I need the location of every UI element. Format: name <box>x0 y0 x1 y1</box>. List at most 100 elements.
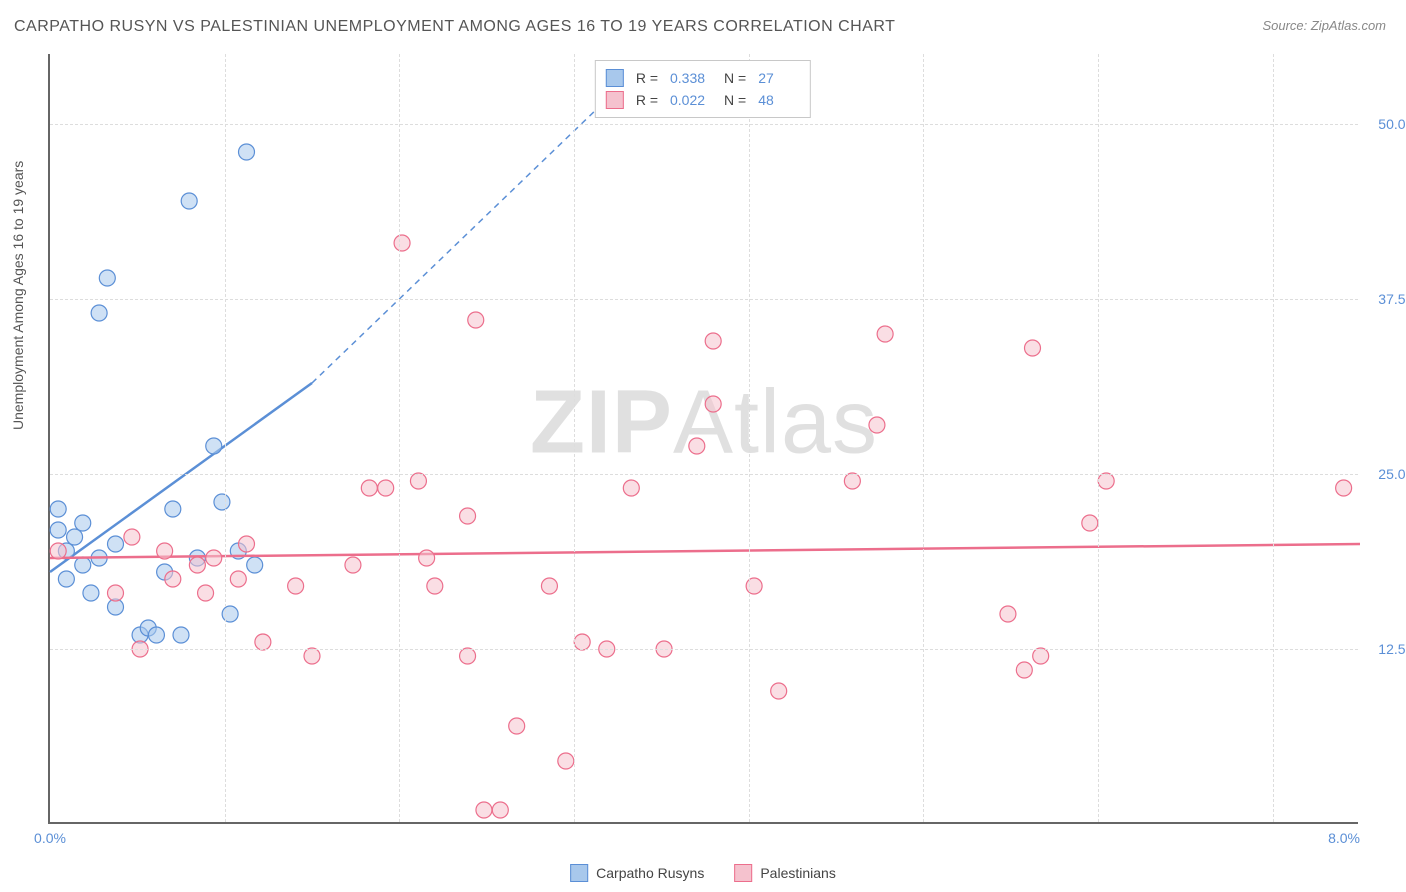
data-point <box>239 144 255 160</box>
y-tick-label: 25.0% <box>1363 466 1406 482</box>
data-point <box>378 480 394 496</box>
data-point <box>189 557 205 573</box>
data-point <box>468 312 484 328</box>
data-point <box>1336 480 1352 496</box>
data-point <box>124 529 140 545</box>
data-point <box>198 585 214 601</box>
legend-bottom-item: Carpatho Rusyns <box>570 864 704 882</box>
gridline-v <box>225 54 226 822</box>
legend-top-row: R = 0.338 N = 27 <box>606 67 800 89</box>
data-point <box>771 683 787 699</box>
trend-line-dashed <box>312 68 640 383</box>
data-point <box>345 557 361 573</box>
data-point <box>214 494 230 510</box>
data-point <box>304 648 320 664</box>
data-point <box>99 270 115 286</box>
gridline-h <box>50 124 1358 125</box>
legend-bottom-item: Palestinians <box>734 864 836 882</box>
data-point <box>361 480 377 496</box>
data-point <box>460 508 476 524</box>
data-point <box>67 529 83 545</box>
legend-r-value: 0.022 <box>670 92 712 108</box>
legend-n-value: 27 <box>758 70 800 86</box>
data-point <box>75 557 91 573</box>
data-point <box>705 396 721 412</box>
gridline-h <box>50 474 1358 475</box>
legend-r-value: 0.338 <box>670 70 712 86</box>
data-point <box>157 543 173 559</box>
data-point <box>689 438 705 454</box>
legend-swatch-icon <box>606 69 624 87</box>
legend-r-label: R = <box>636 92 658 108</box>
legend-series-label: Carpatho Rusyns <box>596 865 704 881</box>
data-point <box>419 550 435 566</box>
trend-line <box>50 383 312 572</box>
gridline-v <box>749 54 750 822</box>
data-point <box>230 571 246 587</box>
legend-swatch-icon <box>606 91 624 109</box>
data-point <box>460 648 476 664</box>
data-point <box>869 417 885 433</box>
data-point <box>165 501 181 517</box>
data-point <box>1000 606 1016 622</box>
data-point <box>255 634 271 650</box>
data-point <box>1016 662 1032 678</box>
data-point <box>1082 515 1098 531</box>
plot-area: ZIPAtlas 12.5%25.0%37.5%50.0%0.0%8.0% <box>48 54 1358 824</box>
chart-svg <box>50 54 1358 822</box>
data-point <box>558 753 574 769</box>
y-tick-label: 37.5% <box>1363 291 1406 307</box>
series-legend: Carpatho Rusyns Palestinians <box>570 864 836 882</box>
gridline-v <box>1098 54 1099 822</box>
gridline-h <box>50 649 1358 650</box>
data-point <box>394 235 410 251</box>
legend-swatch-icon <box>570 864 588 882</box>
data-point <box>1098 473 1114 489</box>
legend-top-row: R = 0.022 N = 48 <box>606 89 800 111</box>
gridline-v <box>399 54 400 822</box>
data-point <box>181 193 197 209</box>
data-point <box>206 550 222 566</box>
data-point <box>705 333 721 349</box>
gridline-v <box>923 54 924 822</box>
data-point <box>50 543 66 559</box>
data-point <box>574 634 590 650</box>
data-point <box>1025 340 1041 356</box>
x-tick-label: 8.0% <box>1328 830 1360 846</box>
data-point <box>108 585 124 601</box>
legend-swatch-icon <box>734 864 752 882</box>
legend-n-label: N = <box>724 70 746 86</box>
data-point <box>247 557 263 573</box>
x-tick-label: 0.0% <box>34 830 66 846</box>
legend-r-label: R = <box>636 70 658 86</box>
gridline-h <box>50 299 1358 300</box>
correlation-legend: R = 0.338 N = 27 R = 0.022 N = 48 <box>595 60 811 118</box>
data-point <box>148 627 164 643</box>
data-point <box>173 627 189 643</box>
data-point <box>91 305 107 321</box>
y-tick-label: 50.0% <box>1363 116 1406 132</box>
data-point <box>623 480 639 496</box>
data-point <box>541 578 557 594</box>
data-point <box>50 501 66 517</box>
data-point <box>108 536 124 552</box>
gridline-v <box>574 54 575 822</box>
data-point <box>427 578 443 594</box>
data-point <box>877 326 893 342</box>
data-point <box>165 571 181 587</box>
data-point <box>509 718 525 734</box>
legend-n-value: 48 <box>758 92 800 108</box>
data-point <box>206 438 222 454</box>
data-point <box>476 802 492 818</box>
data-point <box>844 473 860 489</box>
y-axis-title: Unemployment Among Ages 16 to 19 years <box>10 161 26 430</box>
legend-series-label: Palestinians <box>760 865 836 881</box>
data-point <box>83 585 99 601</box>
y-tick-label: 12.5% <box>1363 641 1406 657</box>
gridline-v <box>1273 54 1274 822</box>
data-point <box>492 802 508 818</box>
legend-n-label: N = <box>724 92 746 108</box>
data-point <box>75 515 91 531</box>
source-attribution: Source: ZipAtlas.com <box>1262 18 1386 33</box>
chart-title: CARPATHO RUSYN VS PALESTINIAN UNEMPLOYME… <box>14 18 895 36</box>
